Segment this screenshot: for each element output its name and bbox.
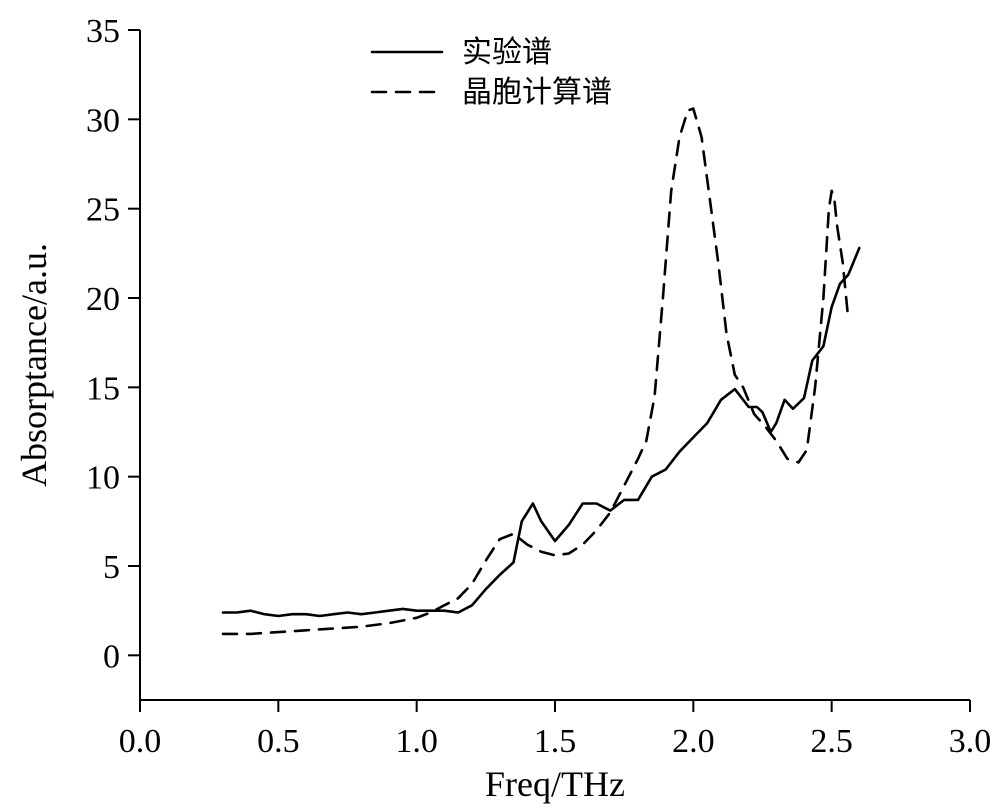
y-tick-label: 20 [86, 281, 120, 318]
x-tick-label: 0.5 [257, 723, 300, 760]
y-tick-label: 10 [86, 460, 120, 497]
legend-label-calculated: 晶胞计算谱 [462, 75, 612, 110]
series-line-calculated [221, 107, 850, 636]
legend-label-experimental: 实验谱 [462, 35, 552, 70]
y-tick-label: 25 [86, 192, 120, 229]
x-tick-label: 2.5 [810, 723, 853, 760]
x-tick-label: 1.0 [395, 723, 438, 760]
y-tick-label: 15 [86, 370, 120, 407]
series-layer [221, 107, 861, 636]
series-line-experimental [221, 246, 861, 618]
y-tick-label: 5 [103, 549, 120, 586]
axes [139, 30, 970, 701]
y-axis-title: Absorptance/a.u. [14, 243, 54, 487]
x-ticks: 0.0 0.5 1.0 1.5 2.0 2.5 3.0 [119, 700, 992, 760]
legend: 实验谱 晶胞计算谱 [370, 35, 612, 110]
x-tick-label: 3.0 [949, 723, 992, 760]
x-tick-label: 0.0 [119, 723, 162, 760]
y-tick-label: 35 [86, 13, 120, 50]
y-ticks: 0 5 10 15 20 25 30 35 [86, 13, 140, 675]
x-tick-label: 2.0 [672, 723, 715, 760]
y-tick-label: 30 [86, 102, 120, 139]
x-axis-title: Freq/THz [485, 764, 625, 804]
y-tick-label: 0 [103, 638, 120, 675]
x-tick-label: 1.5 [534, 723, 577, 760]
